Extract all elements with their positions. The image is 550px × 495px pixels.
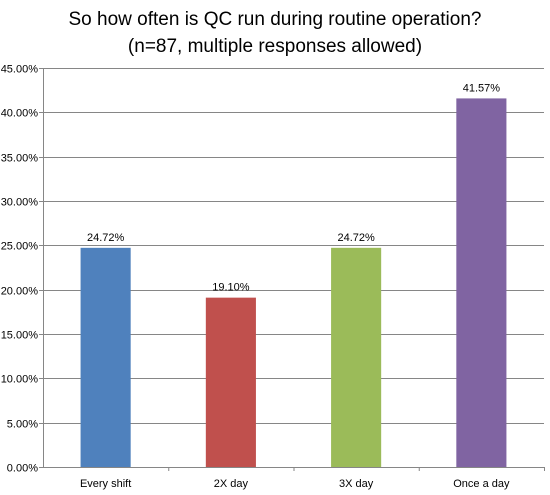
y-tick-label: 45.00%: [1, 64, 39, 76]
y-tick-label: 30.00%: [1, 197, 39, 209]
y-tick-label: 40.00%: [1, 108, 39, 120]
y-tick-label: 0.00%: [7, 463, 38, 475]
y-axis-tick-labels: 0.00% 5.00% 10.00% 15.00% 20.00% 25.00% 30.00%…: [1, 64, 39, 475]
y-tick-label: 5.00%: [7, 419, 38, 431]
x-axis-tick-labels: Every shift 2X day 3X day Once a day: [80, 478, 510, 490]
x-tick-label: Every shift: [80, 478, 131, 490]
bar: [80, 247, 131, 467]
data-labels: 24.72% 19.10% 24.72% 41.57%: [87, 82, 500, 293]
bar: [456, 98, 507, 468]
chart-title-line-2: (n=87, multiple responses allowed): [127, 36, 423, 57]
bar: [331, 247, 382, 467]
x-tick-label: 2X day: [214, 478, 249, 490]
data-label: 41.57%: [463, 82, 501, 94]
axes: [39, 68, 545, 471]
x-tick-label: 3X day: [339, 478, 374, 490]
y-tick-label: 35.00%: [1, 153, 39, 165]
x-tick-label: Once a day: [453, 478, 510, 490]
data-label: 24.72%: [87, 232, 125, 244]
bar: [205, 297, 256, 467]
y-tick-label: 10.00%: [1, 374, 39, 386]
data-label: 24.72%: [337, 232, 375, 244]
chart-title-line-1: So how often is QC run during routine op…: [68, 9, 482, 30]
bars: [80, 98, 507, 468]
y-tick-label: 25.00%: [1, 241, 39, 253]
y-tick-label: 15.00%: [1, 330, 39, 342]
y-tick-label: 20.00%: [1, 286, 39, 298]
data-label: 19.10%: [212, 282, 250, 294]
